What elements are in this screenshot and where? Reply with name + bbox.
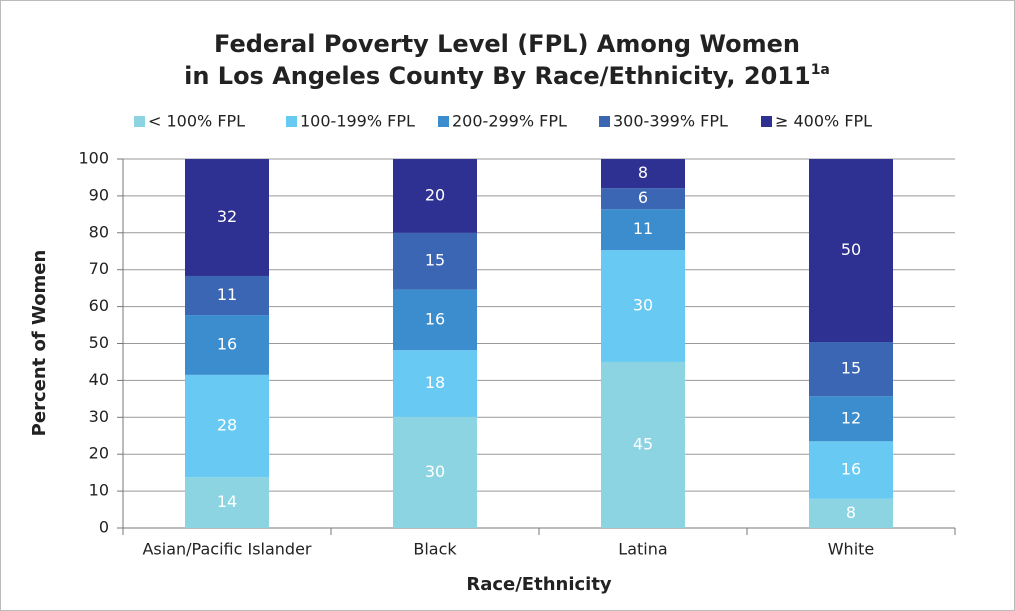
data-label: 6 (638, 188, 648, 207)
legend-label: ≥ 400% FPL (775, 112, 872, 131)
bar-segment (809, 498, 893, 528)
bar-segment (601, 250, 685, 362)
data-label: 14 (217, 492, 237, 511)
y-tick-label: 70 (89, 259, 109, 278)
y-tick-label: 30 (89, 407, 109, 426)
data-label: 20 (425, 185, 445, 204)
bar-segment (601, 188, 685, 210)
y-tick-label: 0 (99, 518, 109, 537)
legend-swatch (599, 116, 610, 127)
data-label: 16 (217, 334, 237, 353)
chart-title: Federal Poverty Level (FPL) Among Women (214, 30, 800, 58)
data-label: 16 (425, 309, 445, 328)
legend-swatch (438, 116, 449, 127)
data-label: 30 (425, 462, 445, 481)
legend-swatch (134, 116, 145, 127)
bar-segment (809, 396, 893, 442)
x-tick-label: Latina (618, 540, 667, 559)
data-label: 15 (425, 251, 445, 270)
x-tick-label: Asian/Pacific Islander (142, 540, 311, 559)
data-label: 28 (217, 415, 237, 434)
bar-segment (185, 159, 269, 276)
legend-label: 100-199% FPL (300, 112, 415, 131)
bar-segment (601, 361, 685, 528)
x-tick-label: Black (413, 540, 457, 559)
y-tick-label: 40 (89, 370, 109, 389)
y-tick-label: 100 (78, 149, 109, 168)
data-label: 12 (841, 408, 861, 427)
data-label: 8 (638, 163, 648, 182)
data-label: 8 (846, 503, 856, 522)
bar-segment (393, 159, 477, 233)
legend-label: 300-399% FPL (613, 112, 728, 131)
chart-title: in Los Angeles County By Race/Ethnicity,… (184, 62, 830, 90)
legend-label: 200-299% FPL (452, 112, 567, 131)
data-label: 45 (633, 434, 653, 453)
data-label: 11 (217, 285, 237, 304)
y-tick-label: 50 (89, 333, 109, 352)
bar-segment (601, 209, 685, 251)
data-label: 15 (841, 359, 861, 378)
title-note: 1a (811, 62, 830, 78)
legend-label: < 100% FPL (148, 112, 245, 131)
x-axis-title: Race/Ethnicity (466, 574, 612, 595)
y-tick-label: 10 (89, 481, 109, 500)
legend-swatch (761, 116, 772, 127)
y-tick-label: 60 (89, 296, 109, 315)
y-axis-title: Percent of Women (29, 250, 50, 437)
bar-segment (185, 315, 269, 375)
x-tick-label: White (828, 540, 875, 559)
data-label: 11 (633, 219, 653, 238)
data-label: 16 (841, 460, 861, 479)
data-label: 18 (425, 373, 445, 392)
data-label: 30 (633, 296, 653, 315)
chart-title-line: in Los Angeles County By Race/Ethnicity,… (184, 62, 811, 90)
bar-segment (185, 275, 269, 316)
bar-segment (185, 374, 269, 478)
y-tick-label: 20 (89, 444, 109, 463)
bar-segment (393, 232, 477, 290)
bar-segment (393, 350, 477, 417)
bar-segment (809, 441, 893, 499)
bar-segment (185, 477, 269, 528)
bar-segment (809, 159, 893, 343)
bar-segment (809, 342, 893, 397)
bar-segment (393, 289, 477, 351)
data-label: 50 (841, 240, 861, 259)
y-tick-label: 90 (89, 185, 109, 204)
bar-segment (601, 159, 685, 189)
legend-swatch (286, 116, 297, 127)
data-label: 32 (217, 207, 237, 226)
y-tick-label: 80 (89, 222, 109, 241)
bar-segment (393, 416, 477, 528)
